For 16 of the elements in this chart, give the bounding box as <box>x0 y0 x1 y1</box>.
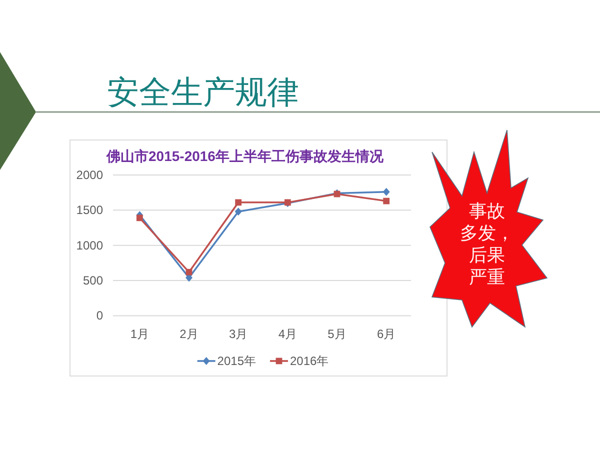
annotation: 事故多发，后果严重 <box>460 201 514 287</box>
y-tick-label: 1000 <box>76 238 103 252</box>
x-tick-label: 6月 <box>377 327 396 341</box>
y-tick-label: 2000 <box>76 168 103 182</box>
legend-label: 2015年 <box>217 354 256 368</box>
x-tick-label: 5月 <box>328 327 346 341</box>
y-tick-label: 1500 <box>76 203 103 218</box>
x-tick-label: 3月 <box>229 327 248 341</box>
x-tick-label: 4月 <box>278 327 297 341</box>
legend-label: 2016年 <box>290 354 329 368</box>
title: 安全生产规律 <box>107 74 299 110</box>
subtitle: 佛山市2015-2016年上半年工伤事故发生情况 <box>106 148 384 164</box>
x-tick-label: 1月 <box>130 327 149 341</box>
y-tick-label: 0 <box>96 308 103 323</box>
y-tick-label: 500 <box>82 274 103 288</box>
x-tick-label: 2月 <box>180 327 198 341</box>
